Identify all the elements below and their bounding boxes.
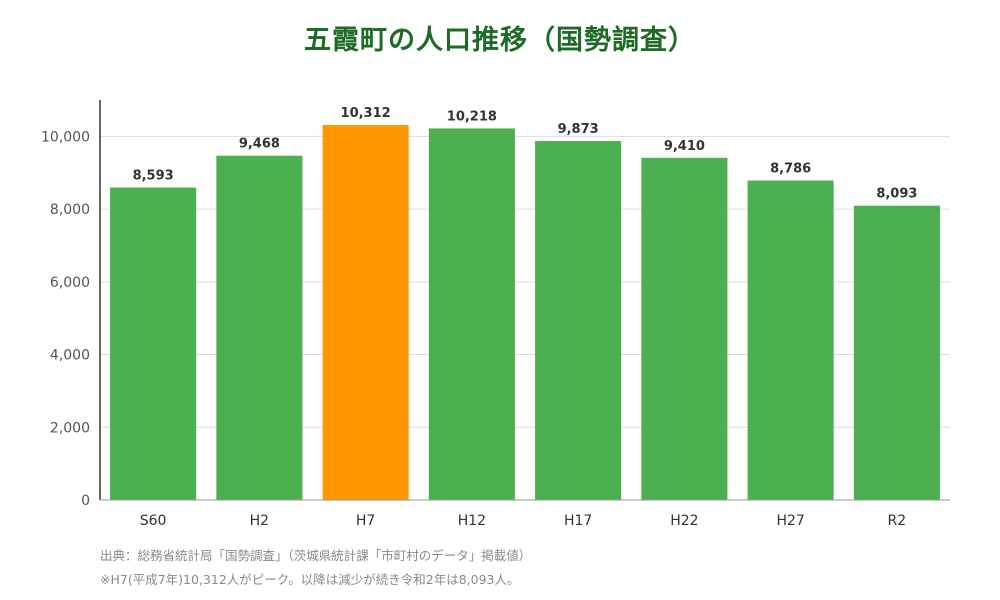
source-note: 出典：総務省統計局「国勢調査」（茨城県統計課「市町村のデータ」掲載値） [100, 548, 532, 563]
bar-value-label: 8,593 [133, 169, 174, 184]
x-tick-label: H12 [458, 513, 486, 529]
y-tick-label: 0 [81, 493, 90, 509]
y-tick-label: 4,000 [50, 348, 90, 364]
x-tick-label: H7 [356, 513, 375, 529]
chart-notes: 出典：総務省統計局「国勢調査」（茨城県統計課「市町村のデータ」掲載値） ※H7(… [100, 544, 531, 592]
x-tick-label: H27 [776, 513, 804, 529]
bar-value-label: 9,410 [664, 139, 705, 154]
y-tick-label: 10,000 [41, 129, 90, 145]
x-tick-label: H17 [564, 513, 592, 529]
bar [216, 155, 303, 500]
bar-value-label: 10,218 [447, 109, 497, 124]
x-tick-label: R2 [888, 513, 907, 529]
bar-value-label: 9,468 [239, 137, 280, 152]
peak-note: ※H7(平成7年)10,312人がピーク。以降は減少が続き令和2年は8,093人… [100, 572, 520, 587]
bar [853, 205, 940, 500]
y-tick-label: 2,000 [50, 420, 90, 436]
bar-chart: 0 2,000 4,000 6,000 8,000 10,000 8,593 S60 9,468… [41, 100, 950, 529]
bar [535, 140, 622, 500]
bar-value-label: 8,093 [876, 187, 917, 202]
bar-value-label: 10,312 [341, 106, 391, 121]
bar [322, 125, 409, 500]
bar [428, 128, 515, 500]
bar-value-label: 9,873 [558, 122, 599, 137]
x-tick-label: H22 [670, 513, 698, 529]
chart-title: 五霞町の人口推移（国勢調査） [304, 25, 696, 56]
bar [641, 157, 728, 500]
bar [110, 187, 197, 500]
bar-value-label: 8,786 [770, 162, 811, 177]
y-tick-label: 8,000 [50, 202, 90, 218]
x-tick-label: S60 [140, 513, 167, 529]
x-tick-label: H2 [250, 513, 269, 529]
bar [747, 180, 834, 500]
y-tick-label: 6,000 [50, 275, 90, 291]
